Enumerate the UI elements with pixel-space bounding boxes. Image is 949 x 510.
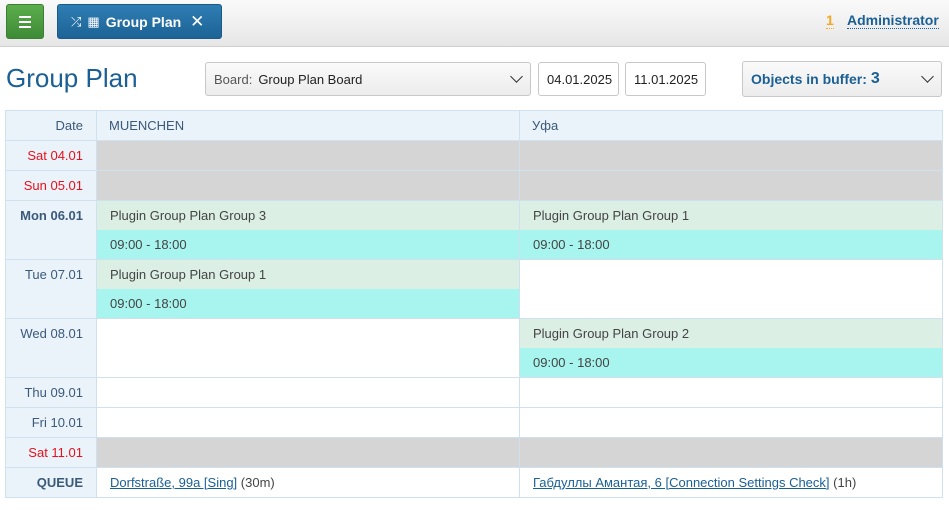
day-row: Thu 09.01 — [5, 377, 943, 408]
column-header: Уфа — [519, 110, 943, 141]
date-cell: Sat 11.01 — [5, 437, 97, 468]
event-time[interactable]: 09:00 - 18:00 — [97, 230, 519, 259]
date-cell: Sat 04.01 — [5, 140, 97, 171]
notification-count[interactable]: 1 — [826, 12, 834, 29]
day-row: Sat 11.01 — [5, 437, 943, 468]
plan-cell[interactable] — [96, 170, 520, 201]
date-cell: Tue 07.01 — [5, 259, 97, 319]
day-row: Sat 04.01 — [5, 140, 943, 171]
plan-cell[interactable] — [96, 377, 520, 408]
hamburger-icon-line — [19, 25, 31, 28]
user-menu[interactable]: Administrator — [847, 12, 939, 29]
queue-row: QUEUE Dorfstraße, 99a [Sing] (30m) Габду… — [5, 467, 943, 498]
day-row: Sun 05.01 — [5, 170, 943, 201]
board-value: Group Plan Board — [258, 71, 363, 87]
queue-item-link[interactable]: Dorfstraße, 99a [Sing] — [110, 475, 238, 490]
board-select[interactable]: Board: Group Plan Board — [205, 62, 531, 96]
buffer-count: 3 — [870, 70, 880, 87]
plan-cell[interactable] — [96, 407, 520, 438]
menu-button[interactable] — [6, 4, 44, 39]
tab-label: Group Plan — [105, 13, 182, 30]
plan-cell[interactable] — [519, 407, 943, 438]
plan-cell[interactable] — [519, 437, 943, 468]
plan-cell[interactable]: Plugin Group Plan Group 1 09:00 - 18:00 — [519, 200, 943, 260]
queue-cell: Габдуллы Амантая, 6 [Connection Settings… — [519, 467, 943, 498]
day-row: Fri 10.01 — [5, 407, 943, 438]
queue-label: QUEUE — [5, 467, 97, 498]
day-row: Wed 08.01 Plugin Group Plan Group 2 09:00 … — [5, 318, 943, 378]
queue-item-duration: (1h) — [833, 475, 857, 490]
event-time[interactable]: 09:00 - 18:00 — [97, 289, 519, 318]
plan-cell[interactable]: Plugin Group Plan Group 3 09:00 - 18:00 — [96, 200, 520, 260]
plan-cell[interactable] — [96, 318, 520, 378]
plan-cell[interactable] — [96, 437, 520, 468]
queue-cell: Dorfstraße, 99a [Sing] (30m) — [96, 467, 520, 498]
plan-cell[interactable]: Plugin Group Plan Group 1 09:00 - 18:00 — [96, 259, 520, 319]
date-cell: Fri 10.01 — [5, 407, 97, 438]
buffer-dropdown[interactable]: Objects in buffer: 3 — [742, 61, 942, 97]
chevron-down-icon — [510, 70, 523, 83]
date-header: Date — [5, 110, 97, 141]
day-row: Mon 06.01 Plugin Group Plan Group 3 09:00 … — [5, 200, 943, 260]
chevron-down-icon — [921, 70, 934, 83]
event-time[interactable]: 09:00 - 18:00 — [520, 230, 942, 259]
hamburger-icon-line — [19, 20, 31, 23]
hamburger-icon — [19, 15, 31, 18]
date-cell: Thu 09.01 — [5, 377, 97, 408]
event-time[interactable]: 09:00 - 18:00 — [520, 348, 942, 377]
queue-item-duration: (30m) — [240, 475, 275, 490]
date-to-input[interactable] — [625, 62, 706, 96]
top-bar: ⤮ ▦ Group Plan ✕ 1 Administrator — [0, 0, 949, 47]
plan-cell[interactable] — [519, 377, 943, 408]
plan-cell[interactable] — [96, 140, 520, 171]
queue-item-link[interactable]: Габдуллы Амантая, 6 [Connection Settings… — [533, 475, 830, 490]
tab-group-plan[interactable]: ⤮ ▦ Group Plan ✕ — [57, 4, 222, 39]
event-title[interactable]: Plugin Group Plan Group 1 — [520, 201, 942, 230]
event-title[interactable]: Plugin Group Plan Group 2 — [520, 319, 942, 348]
group-plan-table: Date MUENCHEN Уфа Sat 04.01 Sun 05.01 Mon … — [5, 110, 943, 498]
plan-cell[interactable] — [519, 140, 943, 171]
date-cell: Sun 05.01 — [5, 170, 97, 201]
plan-cell[interactable] — [519, 259, 943, 319]
column-header: MUENCHEN — [96, 110, 520, 141]
date-from-input[interactable] — [538, 62, 619, 96]
shuffle-icon: ⤮ — [71, 13, 82, 29]
date-cell: Mon 06.01 — [5, 200, 97, 260]
page-title: Group Plan — [6, 63, 138, 93]
buffer-label: Objects in buffer: — [751, 71, 867, 87]
event-title[interactable]: Plugin Group Plan Group 1 — [97, 260, 519, 289]
day-row: Tue 07.01 Plugin Group Plan Group 1 09:00 … — [5, 259, 943, 319]
board-label: Board: — [214, 71, 253, 87]
plan-cell[interactable]: Plugin Group Plan Group 2 09:00 - 18:00 — [519, 318, 943, 378]
close-icon[interactable]: ✕ — [190, 11, 205, 31]
date-cell: Wed 08.01 — [5, 318, 97, 378]
event-title[interactable]: Plugin Group Plan Group 3 — [97, 201, 519, 230]
plan-cell[interactable] — [519, 170, 943, 201]
grid-icon: ▦ — [87, 13, 100, 29]
